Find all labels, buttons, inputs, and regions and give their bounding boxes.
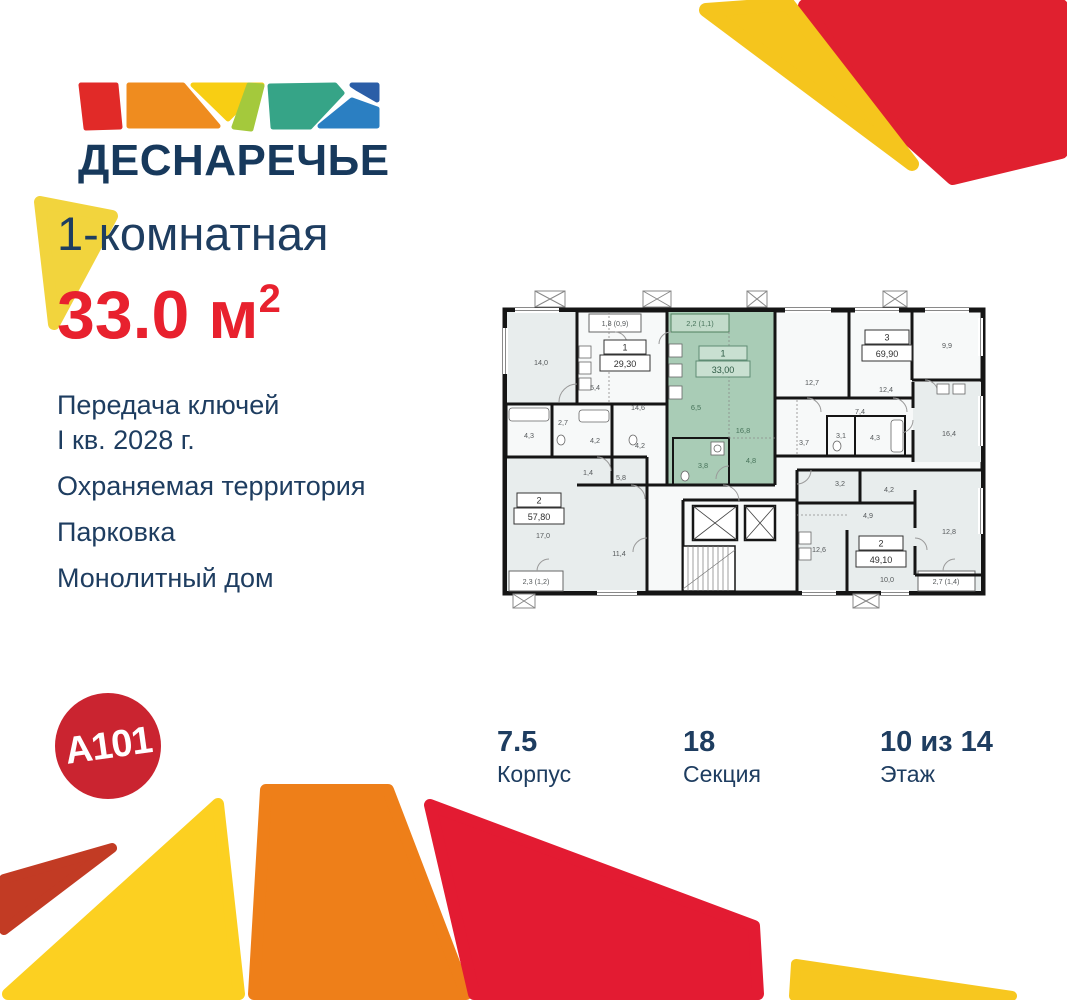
- balcony-area: 1,8 (0,9): [602, 319, 629, 328]
- unit49-number: 2: [878, 539, 883, 549]
- door-arcs: [536, 331, 956, 572]
- room-area: 12,7: [805, 378, 819, 387]
- room-area: 17,0: [536, 531, 550, 540]
- feature-line: Монолитный дом: [57, 563, 274, 593]
- staircase: [682, 545, 736, 592]
- balcony-area: 2,7 (1,4): [933, 577, 960, 586]
- feature-keys: Передача ключей I кв. 2028 г.: [57, 388, 365, 458]
- stat-floor-value: 10 из 14: [880, 726, 993, 758]
- decor-yellow-triangle-bottom: [2, 798, 245, 1000]
- logo-shape-orange: [126, 82, 221, 129]
- unit57-number: 2: [536, 496, 541, 506]
- logo-shape-teal: [267, 82, 345, 130]
- unit29-area: 29,30: [614, 359, 637, 369]
- balcony-area: 2,3 (1,2): [523, 577, 550, 586]
- rooms-title: 1-комнатная: [57, 207, 329, 260]
- room-area: 4,3: [870, 433, 880, 442]
- logo-mark: [78, 82, 380, 132]
- room-area: 1,4: [583, 468, 593, 477]
- feature-line: Охраняемая территория: [57, 471, 366, 501]
- room-area: 16,8: [736, 426, 750, 435]
- room-area: 16,4: [942, 429, 956, 438]
- floor-plan: 1 29,30 1 33,00 3 69,90 2 57,80 2 49,10 …: [502, 290, 986, 609]
- room-area: 10,0: [880, 575, 894, 584]
- unit57-area: 57,80: [528, 512, 551, 522]
- room-area: 4,3: [524, 431, 534, 440]
- room-area: 12,6: [812, 545, 826, 554]
- stats-row: 7.5 Корпус 18 Секция 10 из 14 Этаж: [497, 727, 1037, 797]
- room-area: 3,8: [698, 461, 708, 470]
- stat-floor: 10 из 14 Этаж: [880, 727, 993, 788]
- decor-darkred-wedge-left: [0, 843, 117, 935]
- window-markers: [512, 290, 908, 609]
- logo-shape-darkblue: [349, 82, 380, 103]
- developer-logo-text: А101: [62, 718, 154, 773]
- stat-section-label: Секция: [683, 761, 761, 787]
- room-area: 4,2: [884, 485, 894, 494]
- unit29-number: 1: [622, 343, 627, 353]
- developer-logo: А101: [55, 693, 161, 799]
- stat-building-label: Корпус: [497, 761, 572, 787]
- room-area: 14,6: [631, 403, 645, 412]
- feature-line: I кв. 2028 г.: [57, 425, 195, 455]
- room-area: 5,8: [616, 473, 626, 482]
- logo-text: ДЕСНАРЕЧЬЕ: [78, 136, 390, 185]
- unit-labels: 1 29,30 1 33,00 3 69,90 2 57,80 2 49,10: [513, 329, 913, 568]
- room-area: 4,2: [635, 441, 645, 450]
- decor-yellow-wedge-bottom-right: [789, 959, 1017, 1000]
- room-area: 3,1: [836, 431, 846, 440]
- feature-list: Передача ключей I кв. 2028 г. Охраняемая…: [57, 388, 365, 607]
- room-area: 11,4: [612, 549, 625, 558]
- room-area: 9,9: [942, 341, 952, 350]
- area-exponent: 2: [258, 277, 281, 321]
- room-area: 5,4: [590, 383, 600, 392]
- stat-floor-label: Этаж: [880, 761, 935, 787]
- room-area: 2,7: [558, 418, 568, 427]
- feature-line: Парковка: [57, 517, 176, 547]
- logo-shape-blue: [317, 97, 380, 129]
- highlighted-unit-balcony: [670, 313, 730, 333]
- room-area: 14,0: [534, 358, 548, 367]
- room-area: 3,2: [835, 479, 845, 488]
- elevator-shafts: [691, 504, 777, 542]
- unit33-number: 1: [720, 349, 725, 359]
- area-unit: м: [208, 277, 259, 353]
- unit33-area: 33,00: [712, 365, 735, 375]
- decor-orange-trapezoid-bottom: [248, 784, 472, 1000]
- unit49-area: 49,10: [870, 555, 893, 565]
- room-area: 7,4: [855, 407, 865, 416]
- feature-line: Передача ключей: [57, 390, 280, 420]
- stat-building-value: 7.5: [497, 726, 538, 758]
- unit69-number: 3: [884, 333, 889, 343]
- stat-section-value: 18: [683, 726, 716, 758]
- decor-yellow-triangle-left: [34, 196, 118, 330]
- room-area: 12,4: [879, 385, 893, 394]
- decor-yellow-wedge-top-right: [699, 0, 919, 171]
- fixtures: [508, 343, 966, 561]
- room-area: 3,7: [799, 438, 809, 447]
- bathroom-walls: [672, 415, 906, 486]
- room-area: 6,5: [691, 403, 701, 412]
- logo-shape-lime: [231, 82, 265, 132]
- highlighted-unit-fill: [667, 312, 775, 485]
- area-value: 33.0 м2: [57, 276, 281, 354]
- room-area: 4,8: [746, 456, 756, 465]
- decor-red-polygon-bottom: [424, 799, 764, 1000]
- room-area: 4,9: [863, 511, 873, 520]
- logo-shape-red: [78, 82, 123, 131]
- area-number: 33.0: [57, 277, 190, 353]
- stat-section: 18 Секция: [683, 727, 761, 788]
- unit69-area: 69,90: [876, 349, 899, 359]
- windows: [503, 308, 983, 595]
- room-area-labels: 14,0 4,3 2,7 5,4 14,6 4,2 4,2 1,8 (0,9) …: [523, 319, 960, 586]
- room-area: 4,2: [590, 436, 600, 445]
- stat-building: 7.5 Корпус: [497, 727, 571, 788]
- room-area: 12,8: [942, 527, 956, 536]
- balcony-area: 2,2 (1,1): [686, 319, 714, 328]
